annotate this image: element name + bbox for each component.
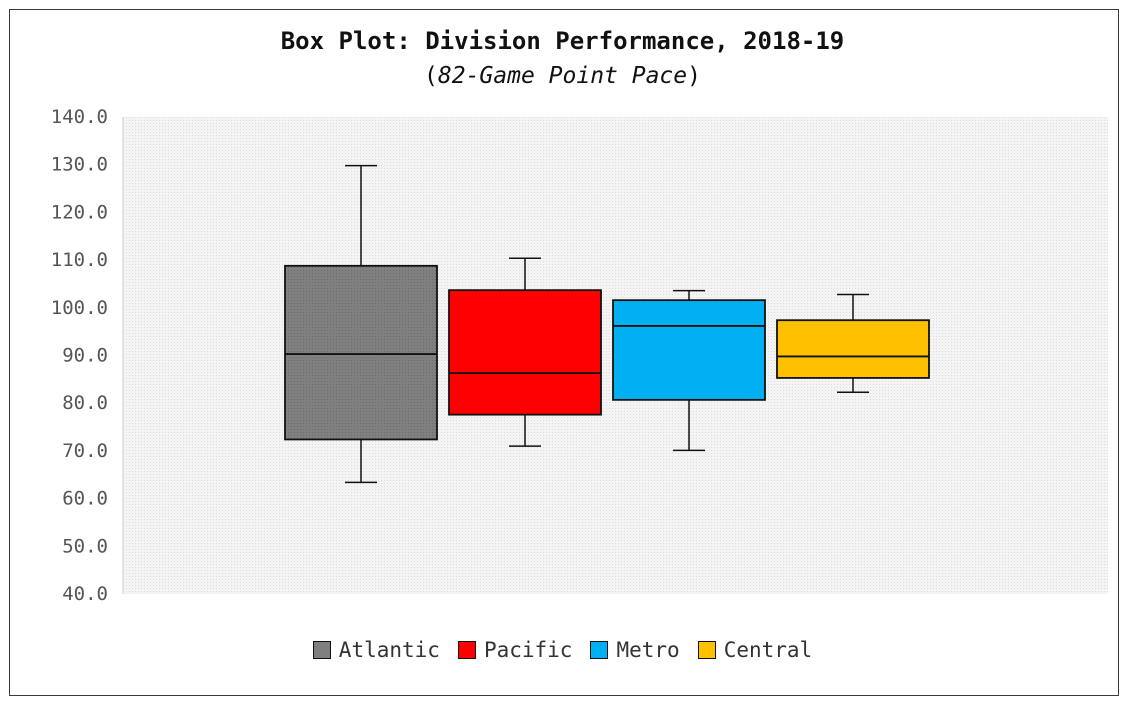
box-central	[776, 293, 930, 393]
legend-swatch	[697, 641, 716, 659]
legend-item-pacific: Pacific	[457, 638, 573, 662]
legend-label: Central	[723, 638, 813, 662]
legend-swatch	[590, 641, 609, 659]
legend-swatch	[312, 641, 331, 659]
legend-item-central: Central	[697, 638, 813, 662]
subtitle-open-paren: (	[424, 63, 438, 89]
y-tick-label: 120.0	[51, 201, 108, 223]
chart-subtitle: (82-Game Point Pace)	[0, 63, 1125, 89]
chart-title: Box Plot: Division Performance, 2018-19	[280, 27, 845, 55]
legend-item-metro: Metro	[590, 638, 680, 662]
box-series	[284, 164, 930, 484]
subtitle-text: 82-Game Point Pace	[437, 63, 688, 89]
y-tick-label: 40.0	[62, 583, 108, 605]
y-tick-label: 130.0	[51, 154, 108, 176]
legend-label: Pacific	[483, 638, 573, 662]
subtitle-close-paren: )	[687, 63, 701, 89]
legend-label: Metro	[616, 638, 680, 662]
y-tick-label: 90.0	[62, 345, 108, 367]
y-tick-label: 60.0	[62, 488, 108, 510]
legend-item-atlantic: Atlantic	[312, 638, 440, 662]
legend-label: Atlantic	[338, 638, 440, 662]
iqr-box	[776, 319, 930, 379]
iqr-box	[612, 299, 766, 401]
legend: Atlantic Pacific Metro Central	[0, 638, 1125, 662]
y-tick-label: 80.0	[62, 392, 108, 414]
y-tick-label: 70.0	[62, 440, 108, 462]
legend-swatch	[457, 641, 476, 659]
y-tick-label: 110.0	[51, 249, 108, 271]
box-atlantic	[284, 164, 438, 484]
y-tick-label: 100.0	[51, 297, 108, 319]
iqr-box	[448, 289, 602, 416]
y-tick-label: 140.0	[51, 106, 108, 128]
box-pacific	[448, 257, 602, 447]
iqr-box	[284, 264, 438, 441]
y-axis-ticks: 140.0 130.0 120.0 110.0 100.0 90.0 80.0 70.0 60.…	[51, 106, 108, 605]
box-metro	[612, 289, 766, 452]
y-tick-label: 50.0	[62, 535, 108, 557]
